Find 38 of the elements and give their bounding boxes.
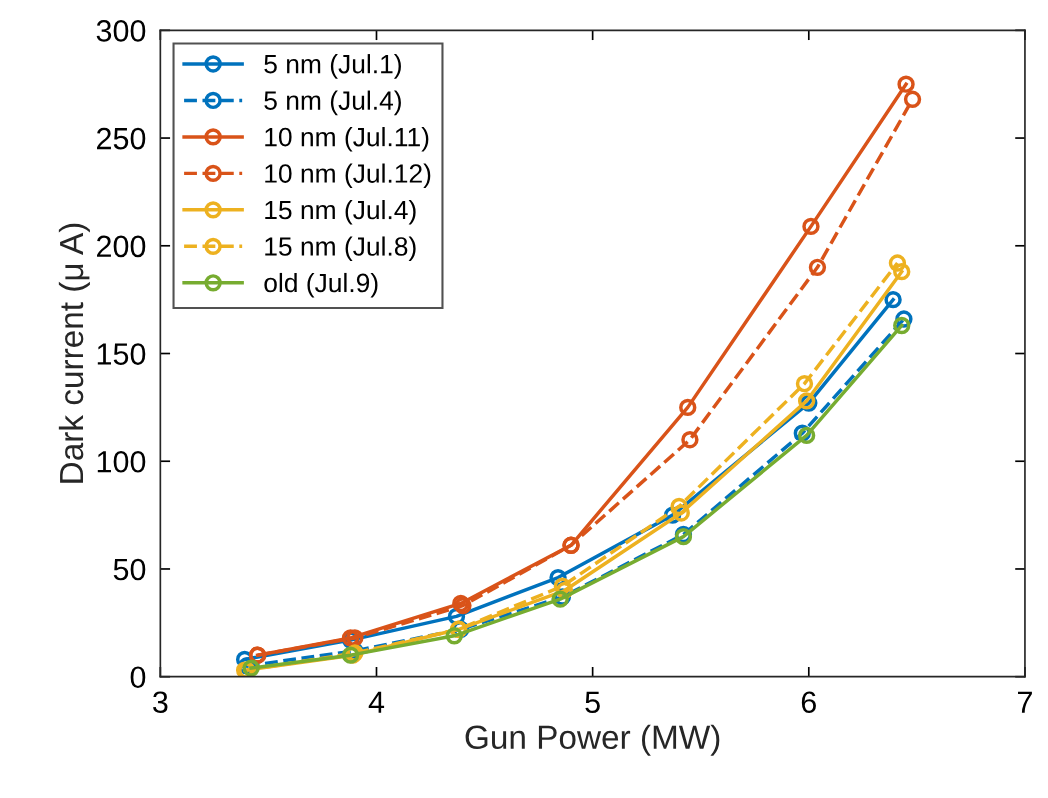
point (893, 316, 911, 335)
x-tick-label: 6 (801, 691, 816, 714)
point (346, 629, 364, 647)
y-axis-title: Dark current (μ A) (58, 223, 90, 483)
legend-label: 5 nm (Jul.1) (264, 54, 401, 79)
point (897, 75, 915, 93)
legend-label: 10 nm (Jul.12) (265, 163, 431, 189)
point (795, 374, 814, 393)
point (679, 398, 697, 417)
point (808, 258, 827, 277)
x-tick-label: 4 (368, 691, 385, 713)
point (672, 504, 690, 522)
y-tick-label: 150 (97, 343, 146, 365)
x-tick-label: 7 (1018, 691, 1032, 713)
point (802, 217, 820, 236)
legend-label: 5 nm (Jul.4) (264, 90, 401, 116)
point (797, 426, 816, 445)
point (681, 431, 699, 449)
point (903, 90, 922, 108)
point (242, 659, 260, 677)
y-tick-label: 0 (130, 666, 146, 689)
legend-label: old (Jul.9) (264, 272, 378, 298)
point (884, 290, 902, 309)
y-tick-label: 200 (97, 235, 146, 258)
legend-label: 15 nm (Jul.8) (265, 236, 416, 262)
point (445, 627, 463, 645)
point (670, 497, 688, 516)
point (888, 254, 907, 272)
x-tick-label: 3 (153, 691, 168, 714)
y-tick-label: 100 (97, 450, 146, 473)
x-tick-label: 5 (585, 691, 600, 714)
point (893, 262, 911, 281)
y-tick-label: 300 (96, 20, 146, 42)
y-tick-label: 250 (97, 127, 146, 150)
x-axis-title: Gun Power (MW) (465, 724, 720, 756)
legend-label: 10 nm (Jul.11) (265, 127, 429, 152)
y-tick-label: 50 (113, 558, 146, 581)
legend-label: 15 nm (Jul.4) (265, 199, 416, 225)
